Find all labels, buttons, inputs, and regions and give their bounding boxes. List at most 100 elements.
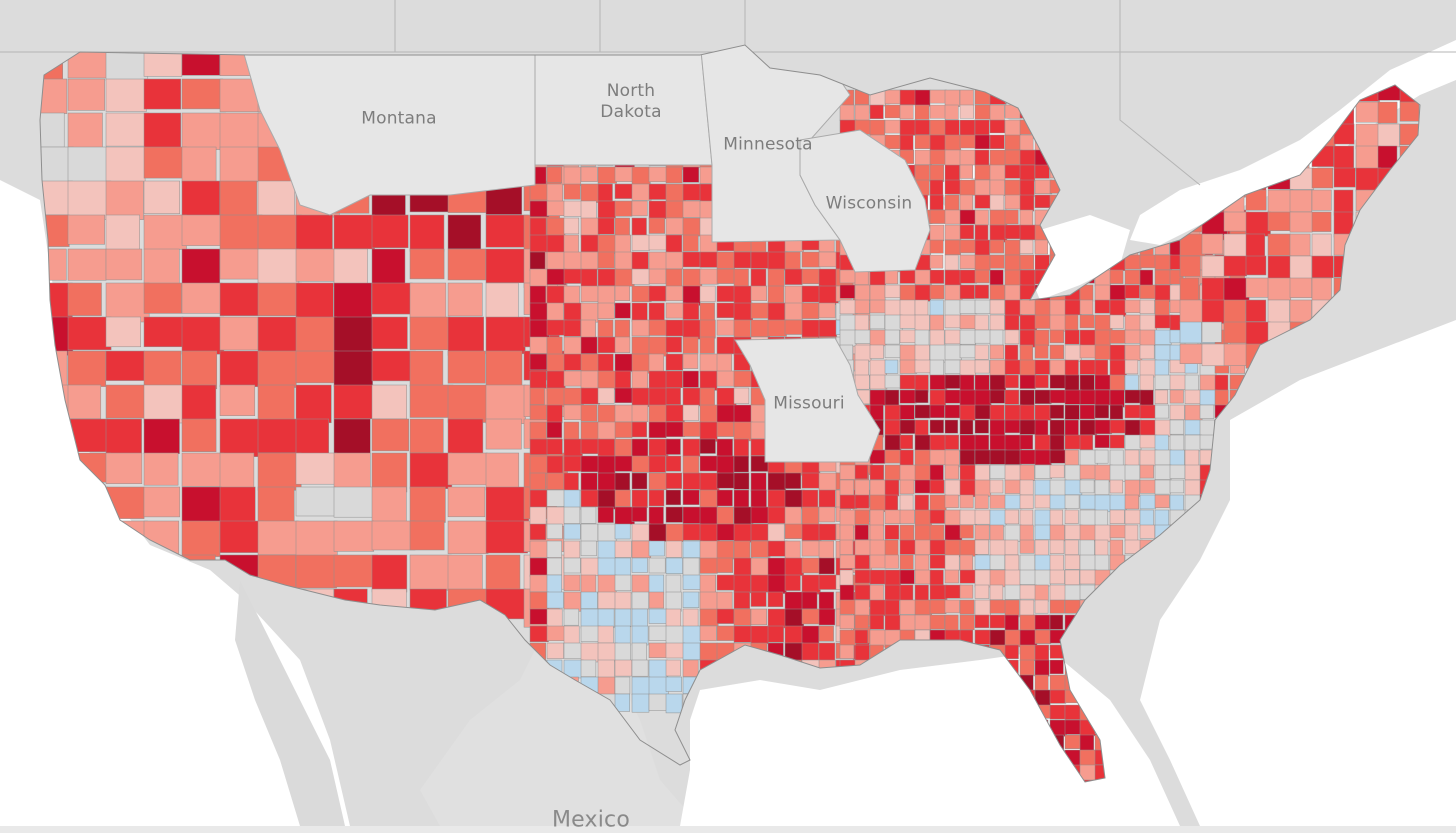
county <box>1034 329 1050 347</box>
county <box>563 217 580 235</box>
lake-erie-huron <box>1030 215 1130 300</box>
county <box>1267 189 1294 213</box>
county <box>631 387 650 407</box>
county <box>597 404 617 424</box>
county <box>699 472 720 493</box>
county <box>1201 233 1224 255</box>
county <box>1034 179 1053 195</box>
county <box>447 316 484 356</box>
county <box>614 404 633 423</box>
county <box>869 569 887 585</box>
county <box>699 302 715 322</box>
county <box>1004 209 1019 225</box>
county <box>631 574 650 595</box>
county <box>219 282 260 316</box>
county <box>648 625 667 641</box>
county <box>1019 389 1035 407</box>
county <box>665 591 682 612</box>
county <box>750 625 769 645</box>
county <box>854 569 872 584</box>
county <box>1079 404 1095 420</box>
county <box>1004 149 1023 165</box>
county <box>716 625 736 641</box>
county <box>699 404 719 424</box>
county <box>899 434 914 450</box>
county <box>485 554 521 590</box>
county <box>546 608 563 628</box>
county <box>959 134 977 149</box>
county <box>1004 524 1022 542</box>
county <box>944 494 959 509</box>
county <box>989 509 1007 527</box>
county <box>1094 539 1109 558</box>
county <box>648 353 665 372</box>
county <box>1094 359 1109 376</box>
county <box>563 268 583 284</box>
county <box>959 554 974 571</box>
county <box>597 574 617 595</box>
state-label-montana: Montana <box>361 108 437 129</box>
county <box>1019 209 1034 228</box>
county <box>733 421 754 442</box>
county <box>631 557 648 573</box>
county <box>959 194 974 212</box>
county <box>665 251 684 270</box>
county <box>899 374 916 390</box>
county <box>784 251 801 271</box>
county <box>1079 479 1095 494</box>
county <box>1004 164 1023 179</box>
county <box>989 149 1007 168</box>
county <box>563 455 582 472</box>
county <box>580 268 598 288</box>
county <box>959 284 975 299</box>
county <box>181 520 221 557</box>
county <box>529 608 548 625</box>
county <box>929 284 945 300</box>
county <box>67 146 108 186</box>
county <box>959 479 976 498</box>
county <box>1154 494 1170 509</box>
county <box>597 285 616 306</box>
county <box>818 472 839 491</box>
county <box>944 194 960 211</box>
county <box>219 418 260 457</box>
county <box>899 539 916 555</box>
county <box>959 299 977 314</box>
county <box>371 316 408 350</box>
county <box>750 251 771 269</box>
county <box>959 614 975 631</box>
county <box>801 642 819 661</box>
county <box>614 370 631 390</box>
county <box>914 104 930 120</box>
county <box>597 319 614 338</box>
county <box>944 434 959 450</box>
county <box>563 302 584 323</box>
county <box>648 234 668 251</box>
county <box>974 494 989 509</box>
county <box>854 629 869 644</box>
county <box>295 486 337 517</box>
county <box>333 282 372 323</box>
county <box>409 248 445 280</box>
county <box>665 183 686 204</box>
county <box>546 370 566 391</box>
county <box>546 319 567 336</box>
county <box>597 676 616 697</box>
county <box>1289 299 1312 323</box>
county <box>699 557 718 574</box>
county <box>944 509 962 526</box>
county <box>914 134 932 149</box>
county <box>1019 149 1037 166</box>
county <box>563 353 584 371</box>
county <box>682 506 703 524</box>
county <box>944 149 963 166</box>
county <box>839 299 858 315</box>
county <box>944 224 962 241</box>
county <box>1064 569 1080 586</box>
county <box>1064 539 1079 556</box>
county <box>1267 299 1290 325</box>
county <box>869 329 887 347</box>
county <box>869 314 885 330</box>
